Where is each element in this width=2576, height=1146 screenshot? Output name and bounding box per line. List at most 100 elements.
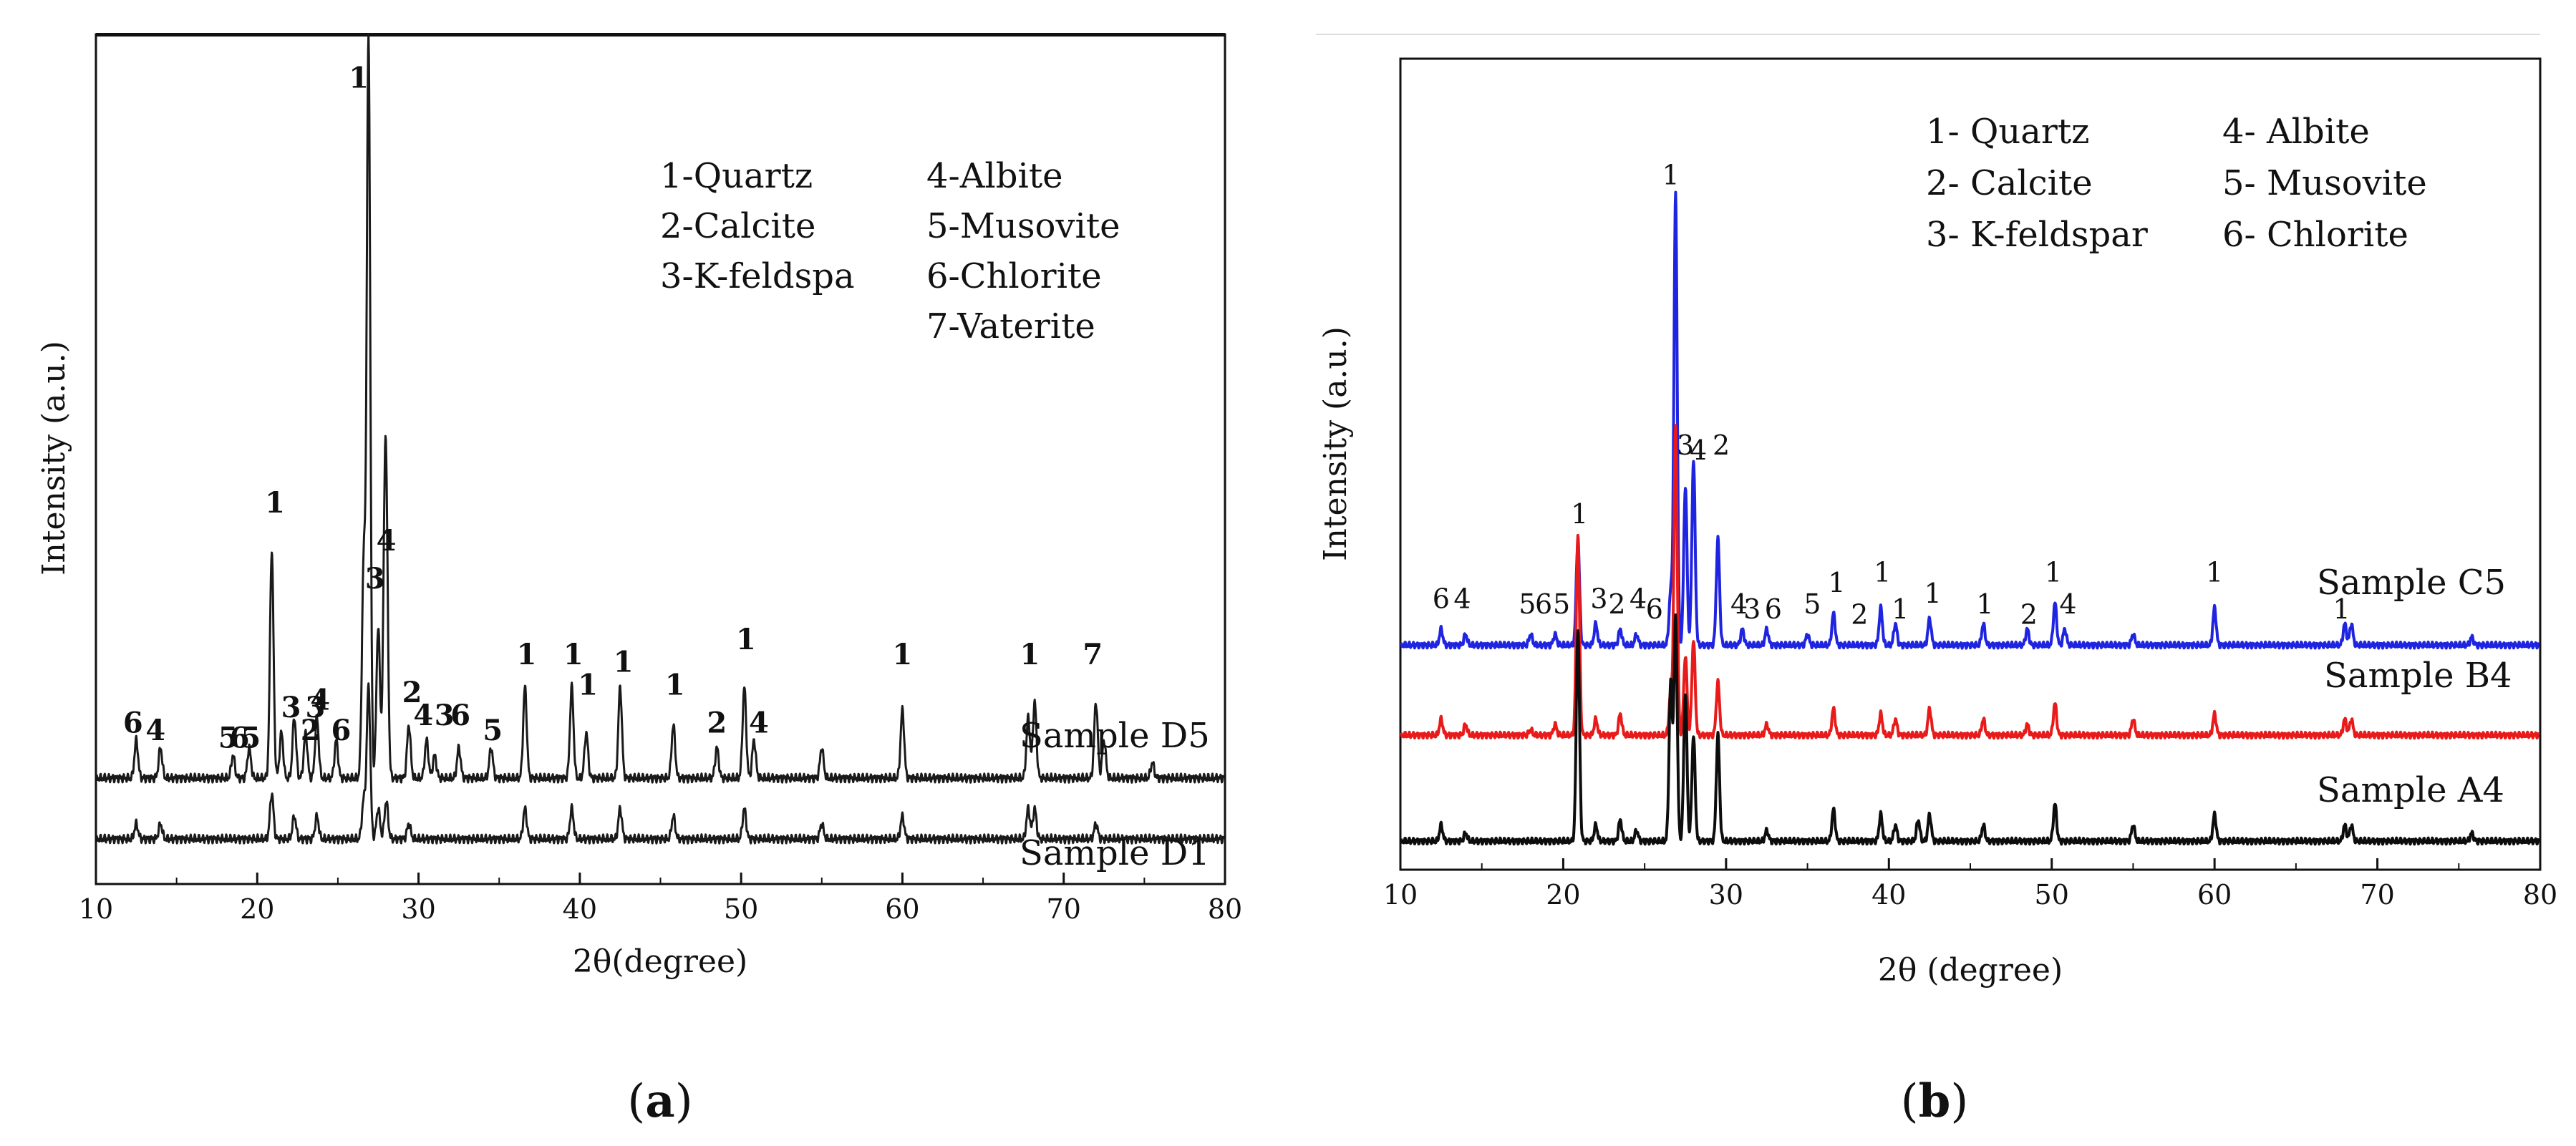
x-tick-label: 80 xyxy=(1208,893,1242,925)
series-line-sample-d5 xyxy=(95,33,1225,784)
peak-label: 4 xyxy=(1730,588,1748,620)
legend-item: 3- K-feldspar xyxy=(1926,215,2148,255)
peak-label: 6 xyxy=(331,714,352,747)
legend-item: 2- Calcite xyxy=(1926,163,2093,203)
legend-item: 4- Albite xyxy=(2222,112,2370,152)
peak-label: 1 xyxy=(1662,159,1679,190)
peak-label: 4 xyxy=(749,706,769,739)
peak-label: 2 xyxy=(707,706,727,739)
peak-label: 2 xyxy=(2020,599,2038,631)
peak-label: 1 xyxy=(665,668,685,701)
peak-label: 1 xyxy=(614,646,634,679)
peak-label: 1 xyxy=(1828,567,1845,598)
panel-b-caption: (b) xyxy=(1901,1074,1969,1128)
panel-a-ylabel: Intensity (a.u.) xyxy=(36,341,72,576)
peak-label: 3 xyxy=(1677,429,1694,461)
panel-b-legend: 1- Quartz 2- Calcite 3- K-feldspar 4- Al… xyxy=(1926,112,2427,255)
peak-label: 1 xyxy=(1892,593,1909,625)
peak-label: 5 xyxy=(483,714,503,747)
x-tick-label: 50 xyxy=(2035,879,2069,911)
peak-label: 5 xyxy=(1803,588,1821,620)
peak-label: 2 xyxy=(402,676,422,709)
peak-label: 3 xyxy=(435,699,455,732)
series-label-sample-c5: Sample C5 xyxy=(2317,563,2506,603)
series-line-sample-b4 xyxy=(1400,424,2541,740)
peak-label: 1 xyxy=(578,668,598,701)
series-label-sample-d1: Sample D1 xyxy=(1020,833,1210,873)
peak-label: 6 xyxy=(450,699,470,732)
legend-item: 6- Chlorite xyxy=(2222,215,2408,255)
series-label-sample-a4: Sample A4 xyxy=(2317,770,2504,810)
legend-item: 6-Chlorite xyxy=(926,256,1102,296)
panel-b-ylabel: Intensity (a.u.) xyxy=(1317,326,1354,561)
panel-a-top-border xyxy=(96,33,1225,37)
panel-a-caption: (a) xyxy=(627,1074,692,1128)
peak-label: 5 xyxy=(218,722,238,755)
peak-label: 1 xyxy=(1874,556,1891,588)
peak-label: 4 xyxy=(145,714,165,747)
panel-a-caption-letter: a xyxy=(645,1074,674,1128)
peak-label: 6 xyxy=(1765,593,1782,625)
legend-item: 1- Quartz xyxy=(1926,112,2089,152)
x-tick-label: 80 xyxy=(2523,879,2557,911)
peak-label: 1 xyxy=(1924,578,1942,609)
x-tick-label: 30 xyxy=(1709,879,1743,911)
peak-label: 3 xyxy=(281,691,301,724)
panel-a-xlabel: 2θ(degree) xyxy=(573,943,747,980)
peak-label: 1 xyxy=(736,623,756,656)
peak-label: 6 xyxy=(1535,588,1552,620)
peak-label: 5 xyxy=(1553,588,1570,620)
peak-label: 1 xyxy=(2045,556,2062,588)
peak-label: 4 xyxy=(2059,588,2076,620)
peak-label: 7 xyxy=(1083,638,1103,671)
peak-label: 4 xyxy=(1453,583,1471,614)
legend-item: 2-Calcite xyxy=(660,206,815,246)
x-tick-label: 60 xyxy=(885,893,919,925)
peak-label: 1 xyxy=(265,486,285,520)
x-tick-label: 20 xyxy=(1546,879,1580,911)
x-tick-label: 10 xyxy=(79,893,113,925)
peak-label: 2 xyxy=(1713,429,1730,461)
series-label-sample-d5: Sample D5 xyxy=(1020,716,1210,756)
peak-label: 5 xyxy=(241,722,261,755)
peak-label: 1 xyxy=(1976,588,1993,620)
peak-label: 2 xyxy=(301,714,321,747)
x-tick-label: 50 xyxy=(724,893,758,925)
peak-label: 3 xyxy=(1590,583,1607,614)
legend-item: 4-Albite xyxy=(926,156,1063,196)
peak-label: 5 xyxy=(1519,588,1536,620)
peak-label: 1 xyxy=(517,638,537,671)
peak-label: 1 xyxy=(1020,638,1040,671)
legend-item: 3-K-feldspa xyxy=(660,256,855,296)
x-tick-label: 70 xyxy=(2360,879,2394,911)
peak-label: 6 xyxy=(230,722,250,755)
x-tick-label: 10 xyxy=(1383,879,1418,911)
peak-label: 2 xyxy=(1608,588,1625,620)
peak-label: 3 xyxy=(365,562,385,596)
peak-label: 4 xyxy=(377,524,397,558)
peak-label: 4 xyxy=(413,699,433,732)
legend-item: 5-Musovite xyxy=(926,206,1120,246)
x-tick-label: 60 xyxy=(2197,879,2232,911)
peak-label: 3 xyxy=(305,691,325,724)
peak-label: 4 xyxy=(1690,434,1707,466)
legend-item: 5- Musovite xyxy=(2222,163,2427,203)
series-line-sample-d1 xyxy=(95,682,1225,845)
legend-item: 1-Quartz xyxy=(660,156,813,196)
panel-a-legend: 1-Quartz 2-Calcite 3-K-feldspa 4-Albite … xyxy=(660,156,1120,346)
panel-b-caption-letter: b xyxy=(1919,1074,1951,1128)
peak-label: 1 xyxy=(2206,556,2223,588)
peak-label: 1 xyxy=(893,638,913,671)
peak-label: 4 xyxy=(310,684,330,717)
peak-label: 6 xyxy=(1433,583,1450,614)
series-line-sample-c5 xyxy=(1400,190,2541,650)
x-tick-label: 40 xyxy=(1872,879,1906,911)
peak-label: 1 xyxy=(349,61,369,94)
series-label-sample-b4: Sample B4 xyxy=(2324,656,2512,696)
legend-item: 7-Vaterite xyxy=(926,306,1095,346)
peak-label: 3 xyxy=(1743,593,1761,625)
peak-label: 6 xyxy=(123,706,143,739)
